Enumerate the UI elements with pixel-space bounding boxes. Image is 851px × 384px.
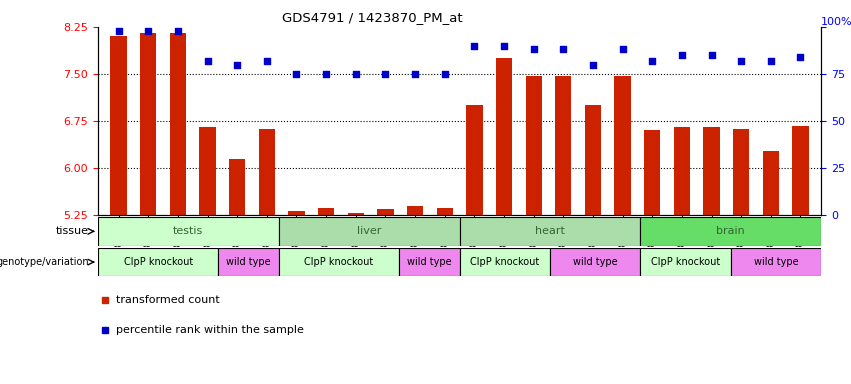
Text: testis: testis: [173, 226, 203, 237]
Bar: [550, 248, 640, 276]
Point: [438, 71, 452, 77]
Point: [497, 43, 511, 49]
Bar: [347, 213, 364, 215]
Bar: [407, 206, 423, 215]
Bar: [140, 33, 157, 215]
Text: heart: heart: [535, 226, 565, 237]
Bar: [318, 207, 334, 215]
Bar: [585, 105, 601, 215]
Point: [527, 46, 540, 53]
Bar: [399, 248, 460, 276]
Bar: [762, 151, 779, 215]
Bar: [674, 127, 690, 215]
Bar: [733, 129, 750, 215]
Bar: [555, 76, 572, 215]
Bar: [731, 248, 821, 276]
Point: [586, 61, 600, 68]
Bar: [526, 76, 542, 215]
Bar: [644, 131, 660, 215]
Bar: [466, 105, 483, 215]
Text: genotype/variation: genotype/variation: [0, 257, 89, 267]
Bar: [229, 159, 245, 215]
Point: [616, 46, 630, 53]
Bar: [199, 127, 215, 215]
Text: brain: brain: [717, 226, 745, 237]
Text: wild type: wild type: [573, 257, 618, 267]
Point: [557, 46, 570, 53]
Point: [141, 28, 155, 34]
Bar: [377, 209, 393, 215]
Text: wild type: wild type: [407, 257, 452, 267]
Point: [379, 71, 392, 77]
Title: GDS4791 / 1423870_PM_at: GDS4791 / 1423870_PM_at: [283, 11, 463, 24]
Text: wild type: wild type: [226, 257, 271, 267]
Point: [764, 58, 778, 64]
Text: ClpP knockout: ClpP knockout: [305, 257, 374, 267]
Bar: [704, 127, 720, 215]
Text: tissue: tissue: [56, 226, 89, 237]
Point: [111, 28, 125, 34]
Bar: [219, 248, 278, 276]
Text: wild type: wild type: [754, 257, 798, 267]
Point: [408, 71, 422, 77]
Bar: [437, 207, 453, 215]
Bar: [496, 58, 512, 215]
Point: [467, 43, 481, 49]
Point: [794, 54, 808, 60]
Point: [201, 58, 214, 64]
Point: [645, 58, 659, 64]
Bar: [98, 217, 278, 246]
Text: ClpP knockout: ClpP knockout: [651, 257, 720, 267]
Point: [705, 52, 718, 58]
Point: [231, 61, 244, 68]
Text: ClpP knockout: ClpP knockout: [470, 257, 540, 267]
Text: transformed count: transformed count: [116, 295, 220, 305]
Bar: [278, 217, 460, 246]
Text: 100%: 100%: [821, 17, 851, 27]
Bar: [169, 33, 186, 215]
Bar: [98, 248, 219, 276]
Point: [734, 58, 748, 64]
Bar: [640, 217, 821, 246]
Text: percentile rank within the sample: percentile rank within the sample: [116, 325, 304, 335]
Text: ClpP knockout: ClpP knockout: [123, 257, 193, 267]
Bar: [640, 248, 731, 276]
Point: [319, 71, 333, 77]
Bar: [278, 248, 399, 276]
Point: [171, 28, 185, 34]
Bar: [288, 211, 305, 215]
Text: liver: liver: [357, 226, 381, 237]
Point: [289, 71, 303, 77]
Point: [349, 71, 363, 77]
Bar: [259, 129, 275, 215]
Bar: [111, 36, 127, 215]
Bar: [460, 248, 550, 276]
Point: [260, 58, 274, 64]
Bar: [614, 76, 631, 215]
Point: [675, 52, 688, 58]
Bar: [792, 126, 808, 215]
Bar: [460, 217, 640, 246]
